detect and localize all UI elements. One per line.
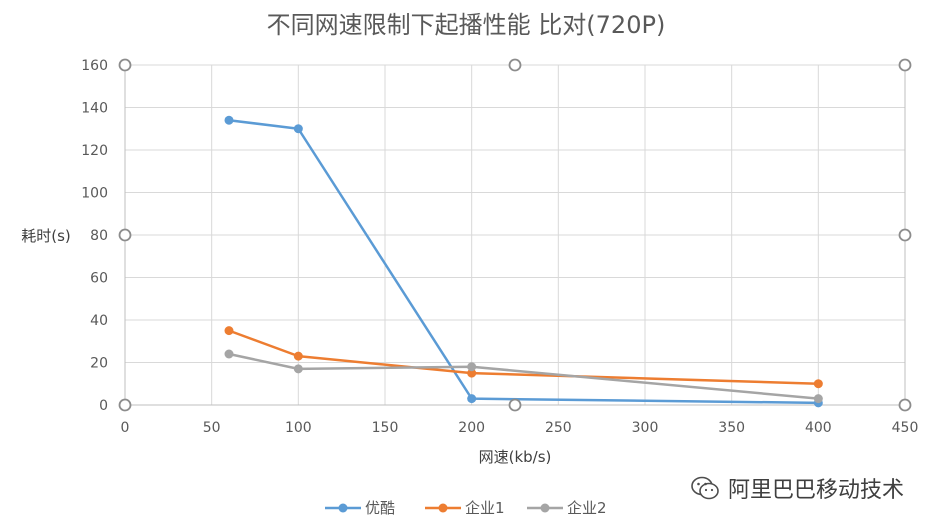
x-tick-label: 200 bbox=[458, 420, 485, 436]
data-point bbox=[467, 368, 477, 378]
axes: 0 20 40 60 80 100 120 140 160 0 50 100 150 200 250 300 3… bbox=[81, 58, 918, 436]
y-tick-label: 80 bbox=[90, 228, 108, 244]
legend-label: 企业1 bbox=[465, 499, 505, 517]
y-tick-label: 20 bbox=[90, 356, 108, 372]
legend-marker bbox=[338, 503, 348, 513]
x-tick-label: 150 bbox=[372, 420, 399, 436]
legend-label: 企业2 bbox=[567, 499, 607, 517]
y-tick-label: 120 bbox=[81, 143, 108, 159]
data-point bbox=[293, 124, 303, 134]
y-tick-label: 40 bbox=[90, 313, 108, 329]
x-tick-label: 100 bbox=[285, 420, 312, 436]
legend: 优酷 企业1 企业2 bbox=[325, 499, 607, 517]
legend-label: 优酷 bbox=[365, 499, 395, 517]
watermark-text: 阿里巴巴移动技术 bbox=[727, 478, 904, 503]
x-tick-label: 400 bbox=[805, 420, 832, 436]
resize-handle[interactable] bbox=[898, 228, 912, 242]
x-tick-label: 450 bbox=[892, 420, 919, 436]
legend-marker bbox=[540, 503, 550, 513]
series-line bbox=[228, 119, 819, 405]
data-point bbox=[224, 115, 234, 125]
x-tick-label: 0 bbox=[121, 420, 130, 436]
y-axis-label: 耗时(s) bbox=[21, 227, 71, 245]
y-tick-label: 140 bbox=[81, 101, 108, 117]
x-tick-label: 50 bbox=[203, 420, 221, 436]
x-tick-label: 250 bbox=[545, 420, 572, 436]
grid bbox=[124, 64, 906, 406]
selection-handles[interactable] bbox=[118, 58, 912, 412]
data-point bbox=[467, 362, 477, 372]
x-tick-label: 350 bbox=[718, 420, 745, 436]
x-axis-label: 网速(kb/s) bbox=[479, 448, 552, 466]
resize-handle[interactable] bbox=[508, 398, 522, 412]
resize-handle[interactable] bbox=[118, 58, 132, 72]
y-tick-label: 100 bbox=[81, 186, 108, 202]
y-tick-label: 0 bbox=[99, 398, 108, 414]
y-tick-label: 60 bbox=[90, 271, 108, 287]
chart-title: 不同网速限制下起播性能 比对(720P) bbox=[267, 11, 666, 39]
data-point bbox=[224, 349, 234, 359]
resize-handle[interactable] bbox=[118, 398, 132, 412]
resize-handle[interactable] bbox=[898, 398, 912, 412]
data-point bbox=[813, 379, 823, 389]
resize-handle[interactable] bbox=[118, 228, 132, 242]
data-point bbox=[293, 351, 303, 361]
legend-marker bbox=[438, 503, 448, 513]
data-point bbox=[293, 364, 303, 374]
watermark: 阿里巴巴移动技术 bbox=[690, 472, 904, 504]
x-tick-label: 300 bbox=[632, 420, 659, 436]
series-line bbox=[228, 352, 819, 400]
data-point bbox=[813, 394, 823, 404]
y-tick-label: 160 bbox=[81, 58, 108, 74]
series-line bbox=[228, 329, 819, 385]
data-point bbox=[224, 326, 234, 336]
wechat-icon bbox=[691, 476, 719, 500]
data-point bbox=[467, 394, 477, 404]
series-lines bbox=[224, 115, 823, 408]
resize-handle[interactable] bbox=[898, 58, 912, 72]
resize-handle[interactable] bbox=[508, 58, 522, 72]
